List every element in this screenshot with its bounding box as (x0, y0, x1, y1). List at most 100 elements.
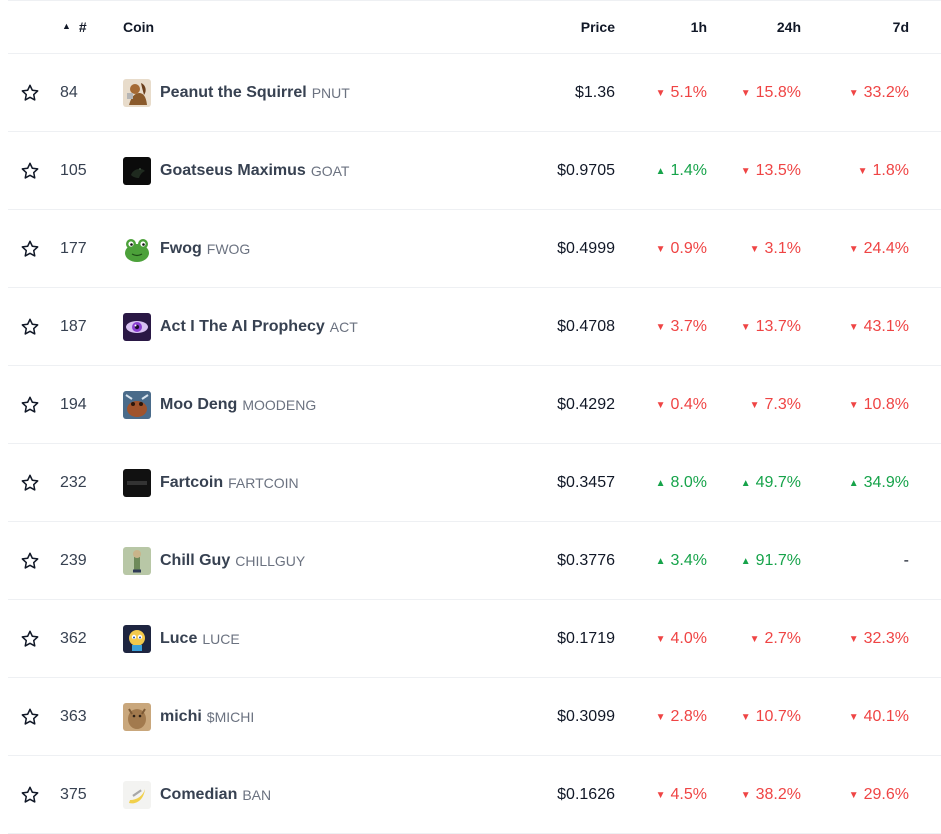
watchlist-star-icon[interactable] (18, 678, 42, 755)
change-percent: 4.5% (670, 785, 707, 803)
coin-name[interactable]: Comedian (160, 785, 238, 803)
watchlist-star-icon[interactable] (18, 444, 42, 521)
table-row[interactable]: 105 Goatseus Maximus GOAT $0.9705 ▲ 1.4% … (8, 132, 941, 210)
price-cell: $0.4292 (455, 366, 615, 443)
change-1h-cell: ▼ 4.0% (617, 600, 707, 677)
table-row[interactable]: 375 Comedian BAN $0.1626 ▼ 4.5% ▼ 38.2% ▼ 2… (8, 756, 941, 834)
price-cell: $0.3457 (455, 444, 615, 521)
watchlist-star-icon[interactable] (18, 132, 42, 209)
change-1h-value: ▼ 0.9% (656, 240, 707, 258)
change-7d-value: ▼ 24.4% (849, 240, 909, 258)
table-row[interactable]: 362 Luce LUCE $0.1719 ▼ 4.0% ▼ 2.7% ▼ 32.3% (8, 600, 941, 678)
coin-name[interactable]: Peanut the Squirrel (160, 83, 307, 101)
watchlist-star-icon[interactable] (18, 522, 42, 599)
change-1h-cell: ▲ 1.4% (617, 132, 707, 209)
coin-cell[interactable]: Act I The AI Prophecy ACT (123, 288, 503, 365)
coin-name[interactable]: michi (160, 707, 202, 725)
change-7d-value: ▼ 32.3% (849, 630, 909, 648)
change-percent: 13.5% (755, 161, 801, 179)
coin-name[interactable]: Moo Deng (160, 395, 238, 413)
change-7d-cell: - (809, 522, 909, 599)
change-1h-value: ▲ 3.4% (656, 552, 707, 570)
coin-name[interactable]: Fwog (160, 239, 202, 257)
change-24h-value: ▼ 2.7% (750, 630, 801, 648)
coin-name[interactable]: Fartcoin (160, 473, 224, 491)
table-row[interactable]: 177 Fwog FWOG $0.4999 ▼ 0.9% ▼ 3.1% ▼ 24.4% (8, 210, 941, 288)
coin-cell[interactable]: Luce LUCE (123, 600, 503, 677)
goat-logo-icon (123, 156, 151, 185)
price-value: $0.3457 (557, 473, 615, 491)
coin-cell[interactable]: Fartcoin FARTCOIN (123, 444, 503, 521)
rank-header[interactable]: ▲ # (62, 1, 112, 53)
price-cell: $0.4999 (455, 210, 615, 287)
change-1h-value: ▼ 0.4% (656, 396, 707, 414)
coin-cell[interactable]: Fwog FWOG (123, 210, 503, 287)
rank-header-label: # (78, 19, 87, 35)
rank-cell: 187 (60, 288, 110, 365)
change-7d-value: ▼ 29.6% (849, 786, 909, 804)
change-1h-value: ▼ 5.1% (656, 84, 707, 102)
table-row[interactable]: 84 Peanut the Squirrel PNUT $1.36 ▼ 5.1% … (8, 54, 941, 132)
change-1h-cell: ▼ 0.4% (617, 366, 707, 443)
1h-header[interactable]: 1h (617, 1, 707, 53)
arrow-down-icon: ▼ (848, 633, 859, 645)
coin-cell[interactable]: michi $MICHI (123, 678, 503, 755)
1h-header-label: 1h (690, 19, 707, 35)
change-1h-cell: ▼ 5.1% (617, 54, 707, 131)
change-24h-value: ▼ 15.8% (741, 84, 801, 102)
watchlist-star-icon[interactable] (18, 210, 42, 287)
arrow-down-icon: ▼ (857, 165, 868, 177)
change-percent: 3.7% (670, 317, 707, 335)
chillguy-logo-icon (123, 546, 151, 575)
coin-cell[interactable]: Peanut the Squirrel PNUT (123, 54, 503, 131)
change-percent: 43.1% (863, 317, 909, 335)
coin-cell[interactable]: Comedian BAN (123, 756, 503, 833)
watchlist-star-icon[interactable] (18, 366, 42, 443)
rank-value: 375 (60, 785, 87, 803)
coin-header[interactable]: Coin (123, 1, 503, 53)
coin-symbol: LUCE (202, 630, 240, 647)
change-7d-value: - (903, 551, 909, 569)
arrow-down-icon: ▼ (740, 321, 751, 333)
arrow-up-icon: ▲ (848, 477, 859, 489)
change-24h-value: ▼ 7.3% (750, 396, 801, 414)
price-value: $0.4708 (557, 317, 615, 335)
table-row[interactable]: 194 Moo Deng MOODENG $0.4292 ▼ 0.4% ▼ 7.3%… (8, 366, 941, 444)
table-row[interactable]: 232 Fartcoin FARTCOIN $0.3457 ▲ 8.0% ▲ 49.… (8, 444, 941, 522)
coin-name[interactable]: Chill Guy (160, 551, 231, 569)
watchlist-star-icon[interactable] (18, 288, 42, 365)
coin-cell[interactable]: Moo Deng MOODENG (123, 366, 503, 443)
watchlist-star-icon[interactable] (18, 756, 42, 833)
change-1h-value: ▲ 8.0% (656, 474, 707, 492)
moodeng-logo-icon (123, 390, 151, 419)
change-7d-value: ▼ 40.1% (849, 708, 909, 726)
coin-name[interactable]: Act I The AI Prophecy (160, 317, 325, 335)
rank-value: 232 (60, 473, 87, 491)
change-1h-cell: ▼ 0.9% (617, 210, 707, 287)
price-value: $0.3099 (557, 707, 615, 725)
coin-cell[interactable]: Chill Guy CHILLGUY (123, 522, 503, 599)
price-value: $0.3776 (557, 551, 615, 569)
watchlist-star-icon[interactable] (18, 54, 42, 131)
sort-up-icon: ▲ (62, 21, 71, 31)
change-percent: 3.1% (764, 239, 801, 257)
coin-name[interactable]: Luce (160, 629, 198, 647)
price-header[interactable]: Price (455, 1, 615, 53)
change-1h-cell: ▼ 3.7% (617, 288, 707, 365)
act-logo-icon (123, 312, 151, 341)
change-24h-value: ▼ 10.7% (741, 708, 801, 726)
rank-cell: 105 (60, 132, 110, 209)
watchlist-star-icon[interactable] (18, 600, 42, 677)
change-percent: 34.9% (863, 473, 909, 491)
change-7d-value: ▼ 1.8% (858, 162, 909, 180)
table-row[interactable]: 363 michi $MICHI $0.3099 ▼ 2.8% ▼ 10.7% ▼ 4… (8, 678, 941, 756)
luce-logo-icon (123, 624, 151, 653)
24h-header[interactable]: 24h (711, 1, 801, 53)
arrow-up-icon: ▲ (740, 555, 751, 567)
arrow-down-icon: ▼ (655, 633, 666, 645)
7d-header[interactable]: 7d (809, 1, 909, 53)
coin-cell[interactable]: Goatseus Maximus GOAT (123, 132, 503, 209)
coin-name[interactable]: Goatseus Maximus (160, 161, 306, 179)
table-row[interactable]: 239 Chill Guy CHILLGUY $0.3776 ▲ 3.4% ▲ 91… (8, 522, 941, 600)
table-row[interactable]: 187 Act I The AI Prophecy ACT $0.4708 ▼ 3… (8, 288, 941, 366)
